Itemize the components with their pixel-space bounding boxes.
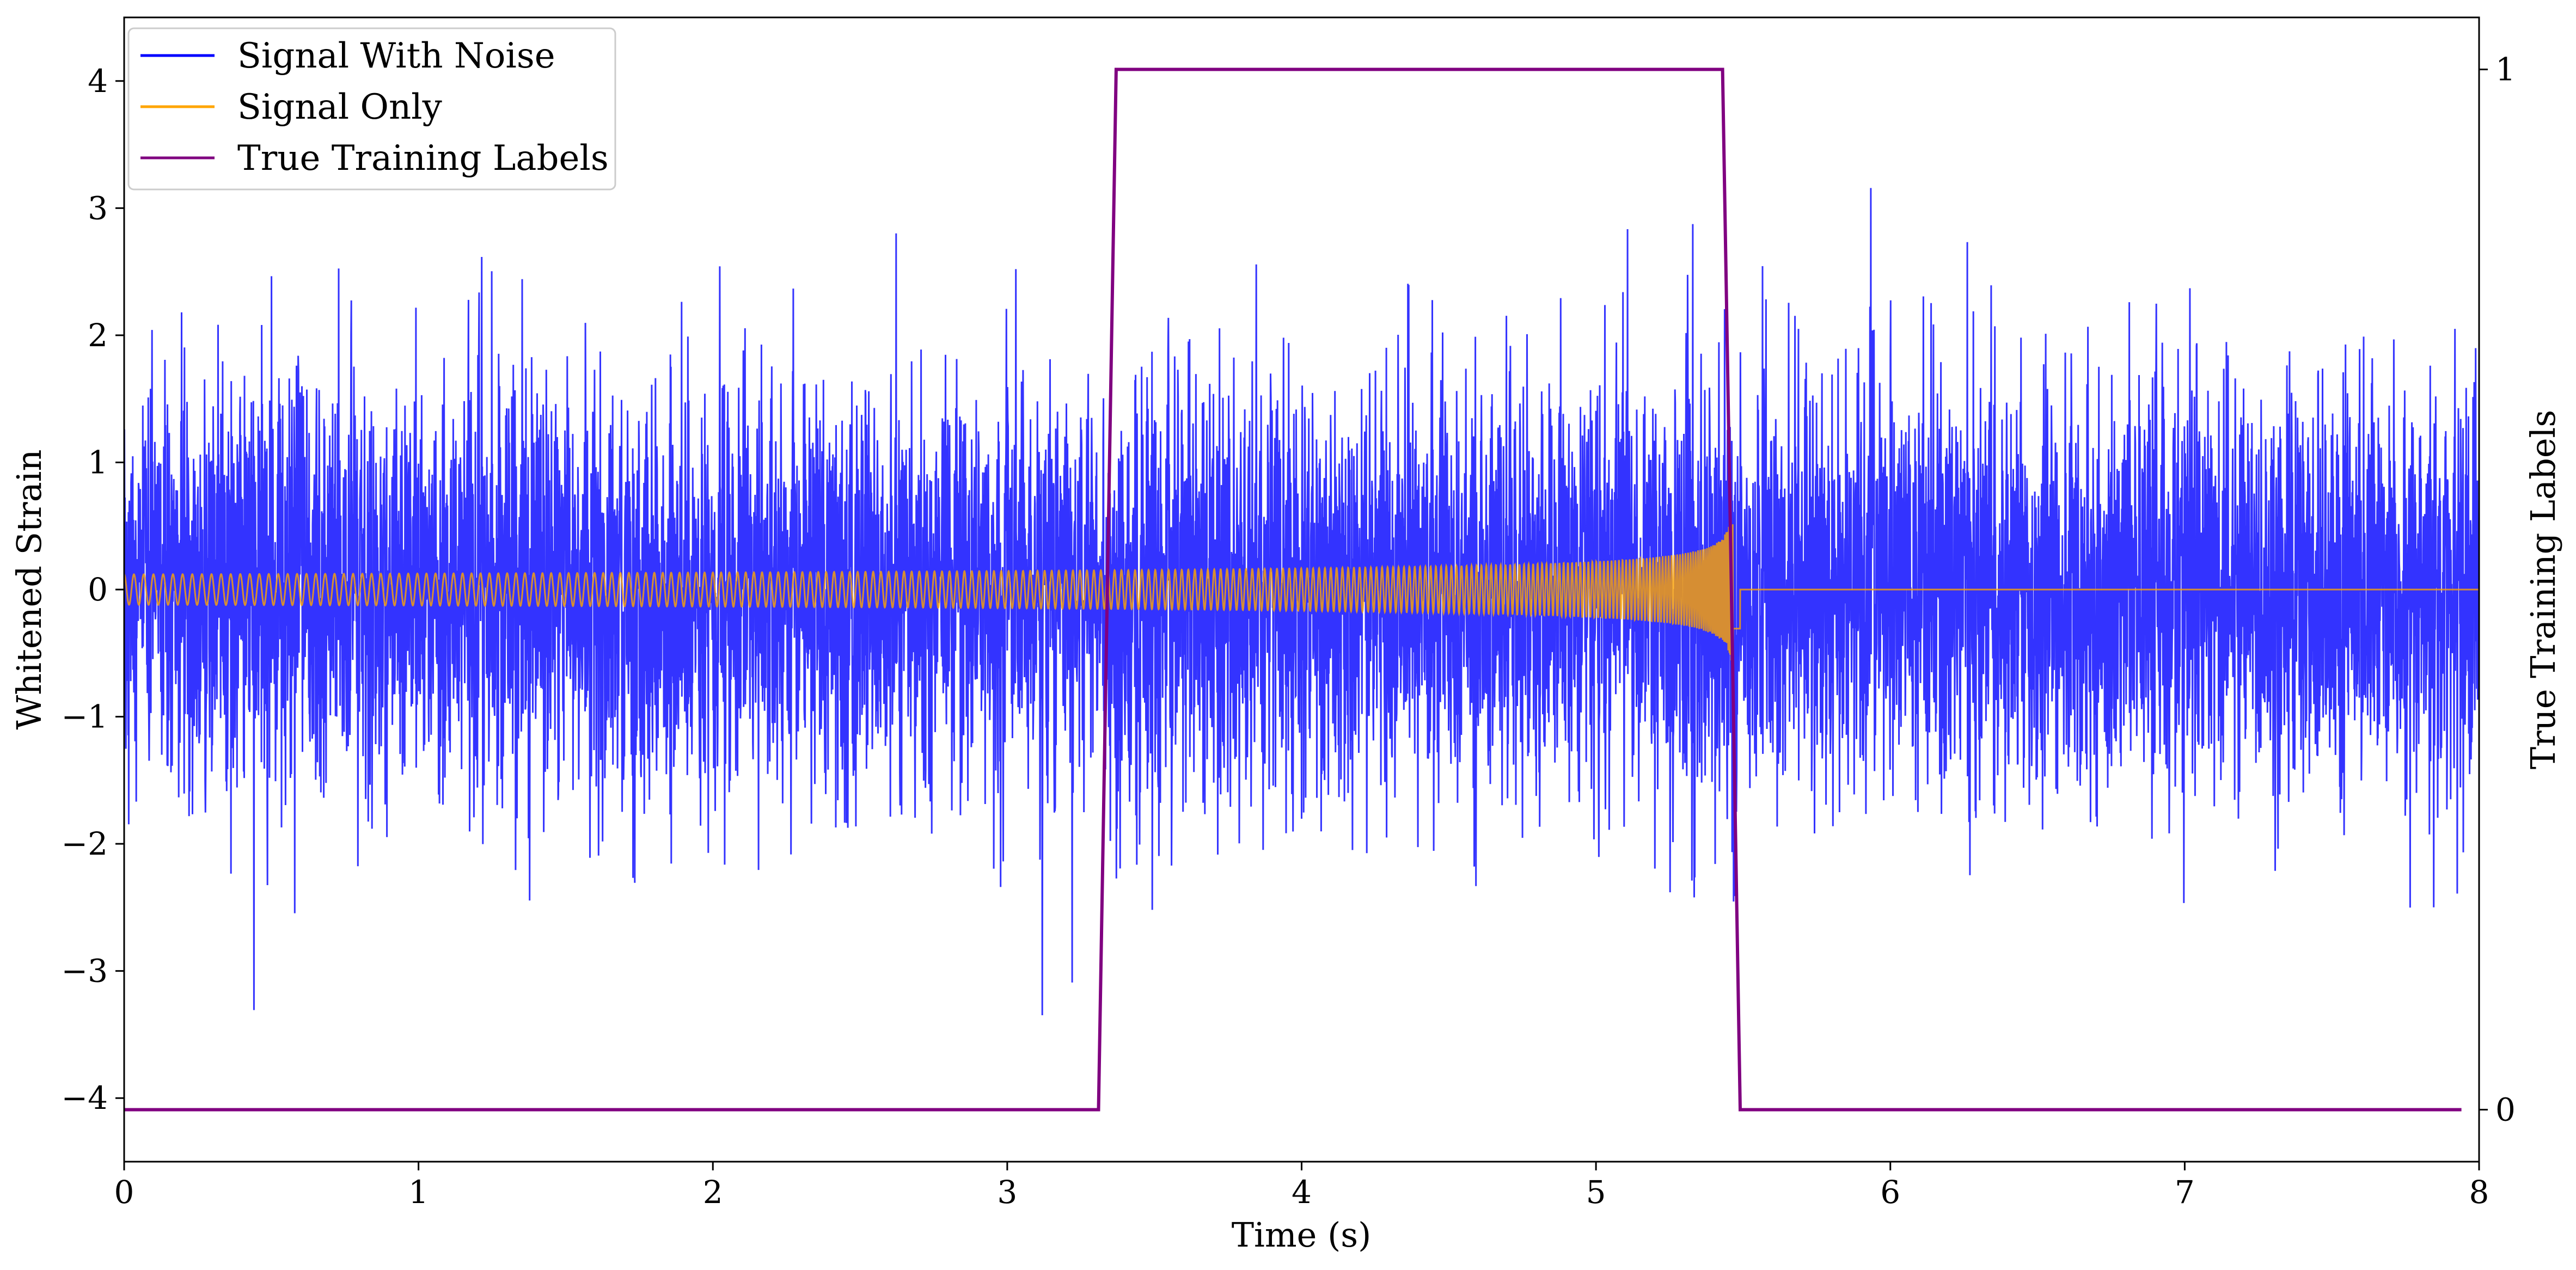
y-tick-label: 4 [88, 63, 108, 100]
y-tick-label: 2 [88, 317, 108, 354]
x-tick-label: 2 [703, 1174, 723, 1211]
y2-tick-label: 0 [2495, 1091, 2516, 1128]
x-tick-label: 1 [408, 1174, 429, 1211]
x-tick-label: 3 [997, 1174, 1017, 1211]
x-tick-label: 7 [2175, 1174, 2195, 1211]
y-axis-left-ticks: 4 3 2 1 0 −1 −2 −3 −4 [62, 63, 124, 1116]
x-tick-label: 8 [2469, 1174, 2489, 1211]
plot-area [124, 68, 2479, 1112]
x-tick-label: 5 [1586, 1174, 1606, 1211]
x-axis-ticks: 0 1 2 3 4 5 6 7 8 [114, 1162, 2489, 1211]
y2-tick-label: 1 [2495, 51, 2516, 88]
legend-box [127, 27, 616, 191]
y-tick-label: −1 [62, 698, 108, 735]
series-signal-with-noise [124, 188, 2479, 1016]
y-tick-label: −2 [62, 825, 108, 862]
y-tick-label: 1 [88, 444, 108, 481]
legend-label-signal-only: Signal Only [237, 87, 442, 127]
y-axis-right-ticks: 10 [2479, 51, 2516, 1128]
x-axis-label: Time (s) [1232, 1215, 1372, 1255]
y-axis-left-label: Whitened Strain [9, 450, 49, 730]
series-true-training-labels [124, 68, 2462, 1112]
series-signal-only [124, 520, 2479, 661]
y-tick-label: −3 [62, 953, 108, 990]
y-axis-right-label: True Training Labels [2523, 410, 2563, 769]
y-tick-label: 0 [88, 571, 108, 608]
y-tick-label: −4 [62, 1079, 108, 1116]
legend-label-signal-with-noise: Signal With Noise [237, 36, 555, 76]
x-tick-label: 0 [114, 1174, 134, 1211]
x-tick-label: 6 [1880, 1174, 1900, 1211]
y-tick-label: 3 [88, 189, 108, 226]
legend: Signal With Noise Signal Only True Train… [127, 27, 616, 191]
legend-label-true-training-labels: True Training Labels [237, 138, 609, 179]
x-tick-label: 4 [1292, 1174, 1312, 1211]
